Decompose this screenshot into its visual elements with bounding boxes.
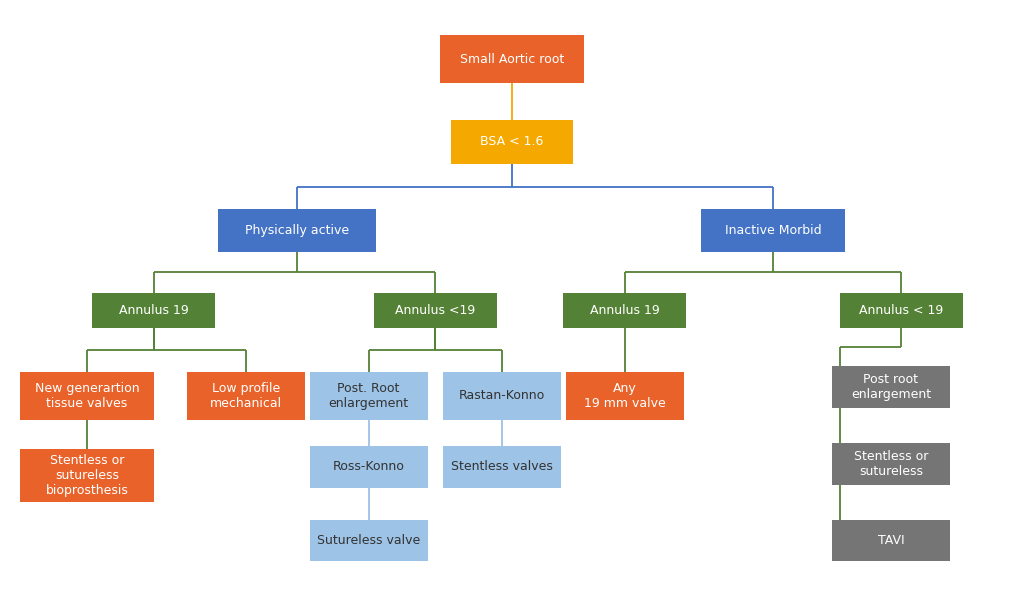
FancyBboxPatch shape [831,520,950,561]
FancyBboxPatch shape [831,443,950,485]
FancyBboxPatch shape [563,293,686,328]
FancyBboxPatch shape [840,293,963,328]
FancyBboxPatch shape [186,372,305,420]
Text: Ross-Konno: Ross-Konno [333,460,404,473]
Text: Annulus 19: Annulus 19 [590,304,659,317]
Text: Physically active: Physically active [245,224,349,237]
FancyBboxPatch shape [92,293,215,328]
Text: Annulus < 19: Annulus < 19 [859,304,943,317]
Text: Post root
enlargement: Post root enlargement [851,373,931,401]
Text: Stentless or
sutureless: Stentless or sutureless [854,450,928,478]
FancyBboxPatch shape [309,446,428,488]
FancyBboxPatch shape [701,209,845,252]
FancyBboxPatch shape [440,35,584,83]
FancyBboxPatch shape [451,119,573,164]
Text: Inactive Morbid: Inactive Morbid [725,224,821,237]
FancyBboxPatch shape [565,372,684,420]
Text: Small Aortic root: Small Aortic root [460,53,564,66]
Text: Low profile
mechanical: Low profile mechanical [210,382,282,410]
FancyBboxPatch shape [217,209,376,252]
Text: TAVI: TAVI [878,534,904,547]
FancyBboxPatch shape [831,366,950,408]
Text: Post. Root
enlargement: Post. Root enlargement [329,382,409,410]
Text: Stentless or
sutureless
bioprosthesis: Stentless or sutureless bioprosthesis [46,454,128,497]
Text: Stentless valves: Stentless valves [451,460,553,473]
Text: Any
19 mm valve: Any 19 mm valve [584,382,666,410]
Text: Rastan-Konno: Rastan-Konno [459,389,545,402]
FancyBboxPatch shape [374,293,497,328]
FancyBboxPatch shape [20,449,154,502]
Text: New generartion
tissue valves: New generartion tissue valves [35,382,139,410]
FancyBboxPatch shape [20,372,154,420]
Text: Annulus <19: Annulus <19 [395,304,475,317]
Text: Annulus 19: Annulus 19 [119,304,188,317]
Text: BSA < 1.6: BSA < 1.6 [480,135,544,148]
Text: Sutureless valve: Sutureless valve [317,534,420,547]
FancyBboxPatch shape [309,520,428,561]
FancyBboxPatch shape [442,446,561,488]
FancyBboxPatch shape [442,372,561,420]
FancyBboxPatch shape [309,372,428,420]
